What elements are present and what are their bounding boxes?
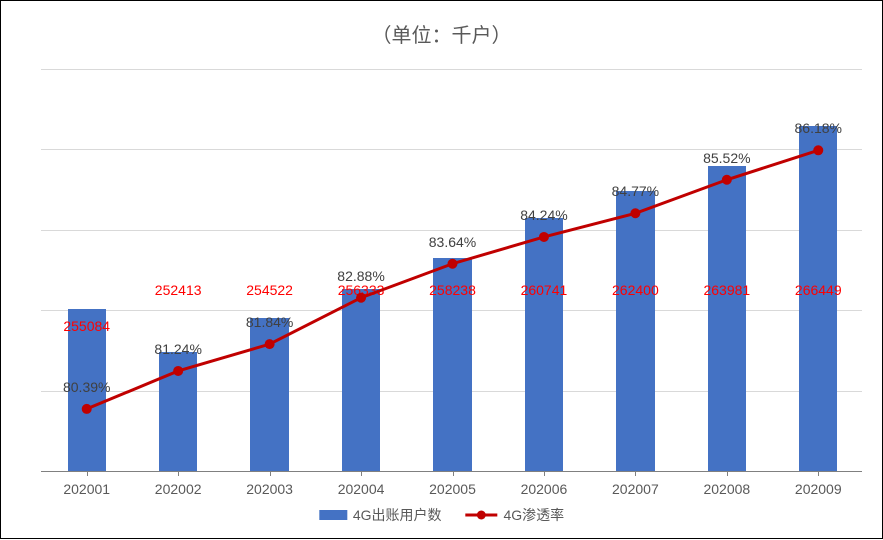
bar — [708, 166, 746, 471]
x-axis-label: 202003 — [246, 481, 293, 497]
x-tick — [635, 471, 636, 476]
bar-value-label: 258238 — [429, 282, 476, 298]
legend-item: 4G出账用户数 — [319, 505, 442, 525]
bar — [159, 352, 197, 471]
line-value-label: 81.84% — [246, 314, 293, 330]
x-tick — [727, 471, 728, 476]
line-value-label: 80.39% — [63, 379, 110, 395]
legend: 4G出账用户数 4G渗透率 — [319, 505, 564, 525]
x-tick — [87, 471, 88, 476]
bar — [342, 289, 380, 471]
x-tick — [270, 471, 271, 476]
bar — [799, 126, 837, 471]
line-value-label: 84.77% — [612, 183, 659, 199]
x-tick — [453, 471, 454, 476]
x-tick — [818, 471, 819, 476]
x-axis — [41, 471, 862, 472]
line-value-label: 82.88% — [337, 268, 384, 284]
line-value-label: 84.24% — [520, 207, 567, 223]
x-axis-label: 202005 — [429, 481, 476, 497]
bar — [525, 218, 563, 471]
line-value-label: 86.18% — [795, 120, 842, 136]
gridline — [41, 69, 862, 70]
bar-value-label: 266449 — [795, 282, 842, 298]
bar-value-label: 263981 — [703, 282, 750, 298]
bar-value-label: 255084 — [63, 318, 110, 334]
x-axis-label: 202009 — [795, 481, 842, 497]
combo-chart: （单位：千户） 202001 202002 202003 202004 202005 202… — [0, 0, 883, 539]
line-value-label: 85.52% — [703, 150, 750, 166]
bar — [616, 191, 654, 471]
bar-value-label: 260741 — [521, 282, 568, 298]
legend-swatch-line — [466, 509, 498, 521]
x-axis-label: 202002 — [155, 481, 202, 497]
x-axis-label: 202001 — [63, 481, 110, 497]
legend-label: 4G出账用户数 — [353, 505, 442, 525]
x-tick — [544, 471, 545, 476]
x-tick — [178, 471, 179, 476]
line-value-label: 81.24% — [154, 341, 201, 357]
chart-title: （单位：千户） — [372, 19, 512, 48]
x-axis-label: 202008 — [703, 481, 750, 497]
bar — [250, 318, 288, 471]
x-tick — [361, 471, 362, 476]
bar-value-label: 256333 — [338, 282, 385, 298]
bar-value-label: 262400 — [612, 282, 659, 298]
legend-swatch-bar — [319, 510, 347, 520]
x-axis-label: 202004 — [338, 481, 385, 497]
x-axis-label: 202007 — [612, 481, 659, 497]
bar-value-label: 254522 — [246, 282, 293, 298]
bar-value-label: 252413 — [155, 282, 202, 298]
legend-item: 4G渗透率 — [466, 505, 565, 525]
legend-label: 4G渗透率 — [504, 505, 565, 525]
x-axis-label: 202006 — [521, 481, 568, 497]
line-value-label: 83.64% — [429, 234, 476, 250]
